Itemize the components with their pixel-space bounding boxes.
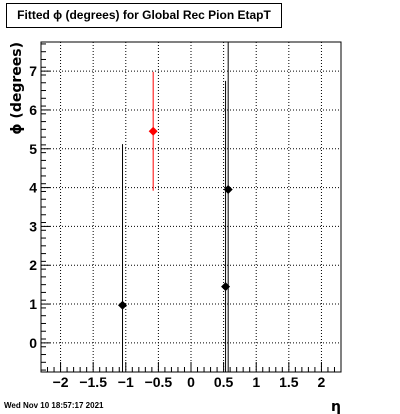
y-tick-label: 0 [29, 335, 37, 351]
data-point [118, 300, 128, 310]
x-tick-label: 1.5 [279, 374, 299, 390]
x-tick-label: −1.5 [79, 374, 107, 390]
y-tick-label: 5 [29, 141, 37, 157]
x-tick-label: 0.5 [214, 374, 234, 390]
y-tick-label: 1 [29, 296, 37, 312]
x-axis-label: η [331, 399, 341, 414]
x-tick-label: 0 [187, 374, 195, 390]
x-tick-label: 1 [252, 374, 260, 390]
data-point [223, 185, 233, 195]
grid [41, 42, 341, 372]
chart-title: Fitted ϕ (degrees) for Global Rec Pion E… [6, 3, 282, 28]
data-point [148, 126, 158, 136]
y-tick-label: 7 [29, 63, 37, 79]
y-tick-label: 4 [29, 180, 37, 196]
x-tick-label: −2 [53, 374, 69, 390]
x-tick-label: 2 [318, 374, 326, 390]
x-tick-label: −1 [118, 374, 134, 390]
y-axis-label: ϕ (degrees) [9, 42, 25, 135]
tick-labels: −2 −1.5 −1 −0.5 0 0.5 1 1.5 2 0 1 2 3 4 5 6 7 [29, 63, 325, 390]
y-tick-label: 3 [29, 218, 37, 234]
y-tick-label: 2 [29, 257, 37, 273]
y-tick-label: 6 [29, 102, 37, 118]
timestamp: Wed Nov 10 18:57:17 2021 [4, 401, 104, 410]
axis-ticks [41, 43, 335, 372]
data-point [221, 282, 231, 292]
data-series [118, 42, 233, 372]
x-tick-label: −0.5 [145, 374, 173, 390]
